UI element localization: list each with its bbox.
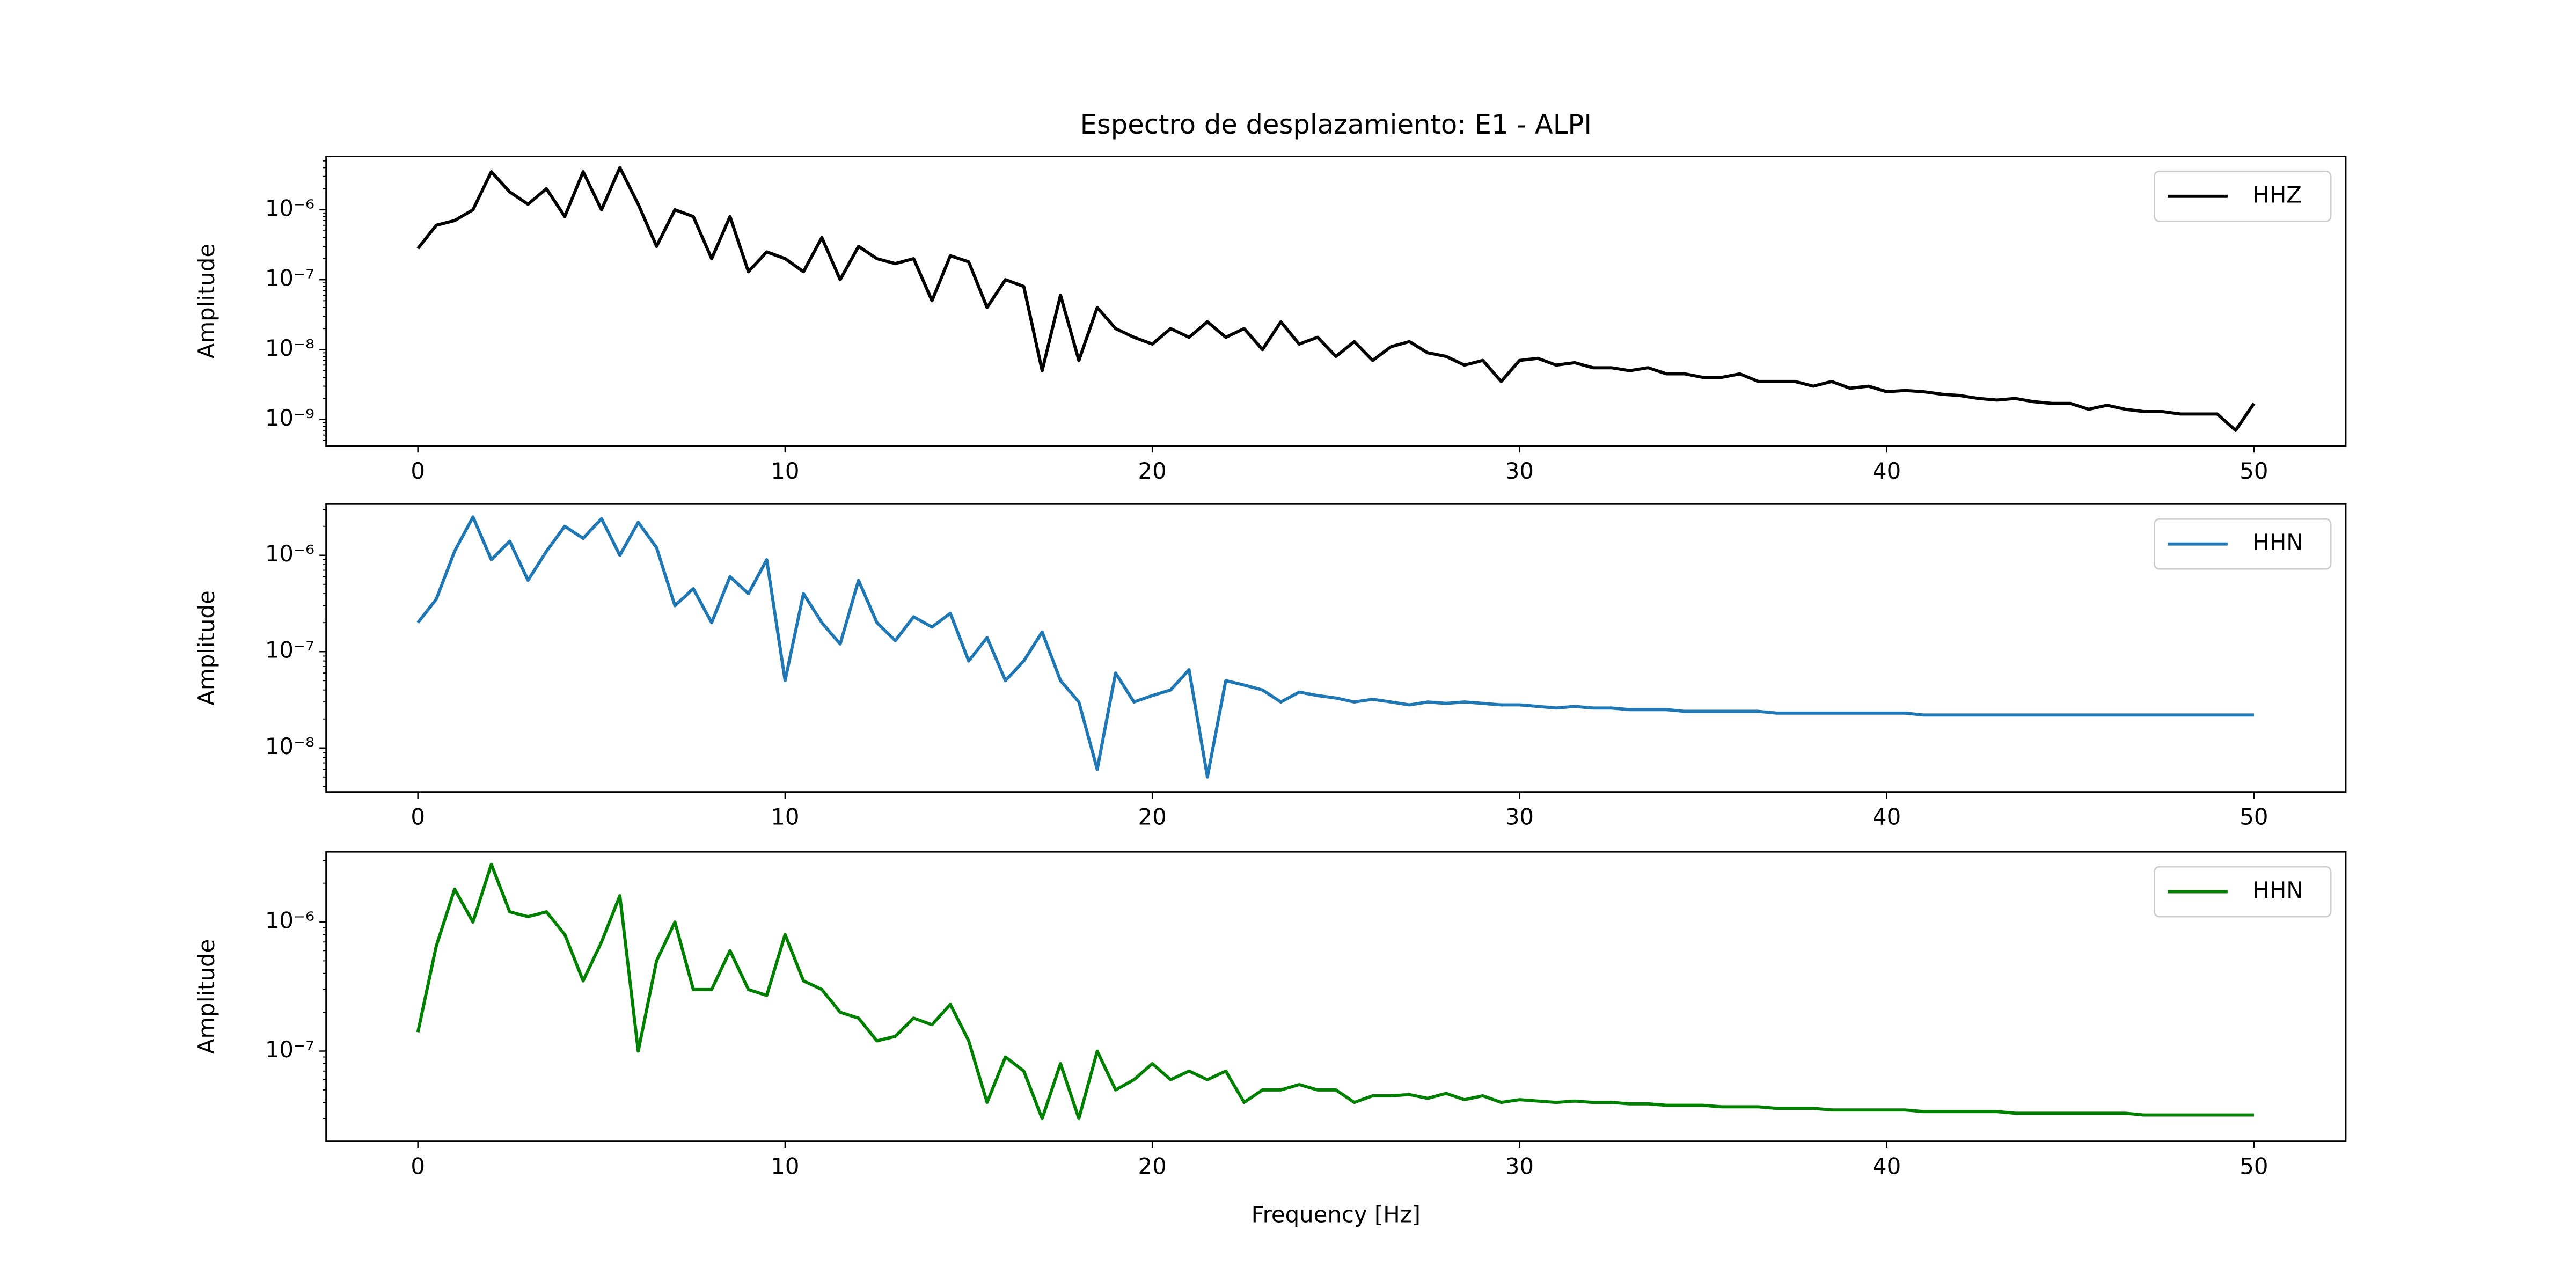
x-tick-label: 10 — [771, 1153, 799, 1180]
legend-label: HHN — [2252, 877, 2303, 903]
legend-label: HHZ — [2252, 181, 2302, 208]
x-tick-label: 20 — [1138, 1153, 1167, 1180]
y-axis-label: Amplitude — [193, 939, 219, 1054]
x-tick-label: 0 — [411, 458, 425, 484]
axes-frame — [325, 156, 2347, 447]
x-tick-label: 0 — [411, 804, 425, 830]
y-tick-label: 10⁻⁶ — [265, 195, 314, 221]
x-tick-label: 10 — [771, 458, 799, 484]
x-tick-label: 40 — [1872, 458, 1901, 484]
legend-box — [2154, 866, 2332, 918]
x-tick-label: 40 — [1872, 804, 1901, 830]
x-tick-label: 50 — [2240, 804, 2268, 830]
y-axis-label: Amplitude — [193, 244, 219, 358]
legend: HHZ — [2154, 170, 2332, 222]
x-tick-label: 20 — [1138, 804, 1167, 830]
data-line — [416, 862, 2254, 1121]
y-tick-label: 10⁻⁸ — [265, 335, 314, 361]
chart-title: Espectro de desplazamiento: E1 - ALPI — [1080, 109, 1592, 140]
x-tick-label: 30 — [1505, 1153, 1534, 1180]
x-tick-label: 30 — [1505, 458, 1534, 484]
x-tick-label: 20 — [1138, 458, 1167, 484]
x-tick-label: 50 — [2240, 458, 2268, 484]
x-tick-label: 0 — [411, 1153, 425, 1180]
x-tick-label: 50 — [2240, 1153, 2268, 1180]
y-tick-label: 10⁻⁷ — [265, 637, 314, 663]
legend: HHN — [2154, 518, 2332, 570]
data-line — [416, 166, 2256, 432]
y-tick-label: 10⁻⁸ — [265, 733, 314, 759]
legend-box — [2154, 170, 2332, 222]
y-tick-label: 10⁻⁶ — [265, 540, 314, 567]
x-tick-label: 10 — [771, 804, 799, 830]
legend-box — [2154, 518, 2332, 570]
x-tick-label: 30 — [1505, 804, 1534, 830]
y-tick-label: 10⁻⁹ — [265, 405, 314, 431]
legend-label: HHN — [2252, 529, 2303, 555]
axes-frame — [325, 503, 2347, 793]
data-line — [416, 515, 2254, 779]
legend: HHN — [2154, 866, 2332, 918]
y-axis-label: Amplitude — [193, 590, 219, 705]
y-tick-label: 10⁻⁷ — [265, 265, 314, 291]
y-tick-label: 10⁻⁷ — [265, 1036, 314, 1063]
x-tick-label: 40 — [1872, 1153, 1901, 1180]
axes-frame — [325, 851, 2347, 1142]
x-axis-label: Frequency [Hz] — [1252, 1202, 1421, 1228]
y-tick-label: 10⁻⁶ — [265, 908, 314, 934]
